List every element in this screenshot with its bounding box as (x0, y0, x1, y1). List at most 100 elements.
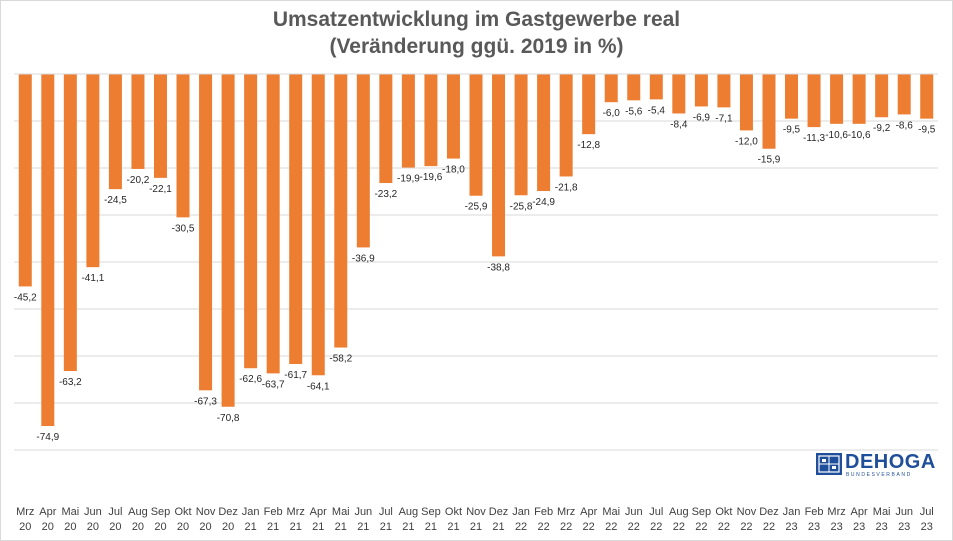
x-tick-month: Jul (379, 506, 393, 518)
x-tick-year: 22 (718, 521, 730, 533)
x-tick-month: Mrz (557, 506, 575, 518)
bar (537, 74, 551, 192)
x-tick-month: Feb (805, 506, 824, 518)
bar (221, 74, 235, 407)
x-tick-year: 22 (537, 521, 549, 533)
bar (18, 74, 32, 287)
data-label: -6,9 (693, 112, 711, 123)
bar (717, 74, 731, 108)
data-label: -24,5 (104, 195, 127, 206)
bar (424, 74, 438, 167)
data-label: -30,5 (172, 223, 195, 234)
x-tick-month: Jan (783, 506, 801, 518)
x-tick-month: Jul (649, 506, 663, 518)
data-label: -7,1 (715, 113, 733, 124)
dehoga-logo: DEHOGA BUNDESVERBAND (816, 451, 935, 481)
data-label: -62,6 (239, 374, 262, 385)
x-tick-month: Mai (873, 506, 891, 518)
x-tick-month: Apr (39, 506, 56, 518)
bar (311, 74, 325, 376)
bar (469, 74, 483, 196)
bar (199, 74, 213, 391)
data-label: -74,9 (36, 432, 59, 443)
chart-title: Umsatzentwicklung im Gastgewerbe real (V… (0, 6, 953, 60)
bar (627, 74, 641, 101)
data-label: -9,5 (783, 125, 801, 136)
x-tick-month: Mrz (827, 506, 845, 518)
bar (672, 74, 686, 114)
data-label: -11,3 (803, 133, 825, 144)
x-tick-year: 21 (335, 521, 347, 533)
bar (176, 74, 190, 218)
x-tick-year: 20 (132, 521, 144, 533)
x-tick-month: Aug (669, 506, 689, 518)
x-tick-month: Apr (310, 506, 327, 518)
x-tick-year: 23 (921, 521, 933, 533)
x-tick-year: 23 (898, 521, 910, 533)
x-tick-month: Sep (421, 506, 441, 518)
data-label: -67,3 (194, 396, 217, 407)
x-tick-month: Okt (445, 506, 462, 518)
data-label: -41,1 (81, 273, 104, 284)
x-tick-month: Jan (512, 506, 530, 518)
logo-name: DEHOGA (845, 451, 936, 473)
data-label: -22,1 (149, 184, 172, 195)
bar (739, 74, 753, 131)
bar (131, 74, 145, 169)
data-label: -45,2 (14, 292, 37, 303)
bar (604, 74, 618, 103)
bar (514, 74, 528, 196)
data-label: -25,9 (465, 202, 488, 213)
bar (807, 74, 821, 128)
x-tick-year: 20 (64, 521, 76, 533)
x-tick-year: 21 (402, 521, 414, 533)
x-tick-month: Dez (759, 506, 779, 518)
bar (334, 74, 348, 348)
data-label: -8,6 (896, 120, 914, 131)
bar (830, 74, 844, 124)
data-label: -25,8 (510, 201, 533, 212)
bar (446, 74, 460, 159)
data-label: -63,2 (59, 377, 82, 388)
x-tick-year: 23 (808, 521, 820, 533)
x-tick-month: Mai (332, 506, 350, 518)
x-tick-month: Dez (489, 506, 509, 518)
data-label: -64,1 (307, 381, 330, 392)
x-tick-month: Apr (580, 506, 597, 518)
x-tick-month: Dez (218, 506, 238, 518)
bar (108, 74, 122, 190)
x-tick-year: 22 (605, 521, 617, 533)
data-label: -38,8 (487, 262, 510, 273)
data-label: -20,2 (127, 175, 150, 186)
x-tick-month: Aug (399, 506, 419, 518)
data-label: -9,5 (918, 125, 936, 136)
x-tick-month: Aug (128, 506, 148, 518)
data-label: -24,9 (532, 197, 555, 208)
x-tick-year: 23 (830, 521, 842, 533)
x-tick-month: Okt (715, 506, 732, 518)
bar (86, 74, 100, 268)
x-tick-year: 20 (87, 521, 99, 533)
bar (559, 74, 573, 177)
x-tick-year: 22 (628, 521, 640, 533)
data-label: -10,6 (848, 130, 871, 141)
data-label: -63,7 (262, 379, 285, 390)
bar (153, 74, 167, 178)
x-tick-year: 23 (785, 521, 797, 533)
data-label: -36,9 (352, 253, 375, 264)
chart-title-line-2: (Veränderung ggü. 2019 in %) (329, 35, 624, 58)
x-tick-month: Nov (196, 506, 216, 518)
x-tick-year: 22 (515, 521, 527, 533)
bar (649, 74, 663, 100)
data-label: -12,8 (577, 140, 600, 151)
x-tick-month: Okt (174, 506, 191, 518)
x-tick-month: Jun (895, 506, 913, 518)
data-label: -10,6 (825, 130, 848, 141)
data-label: -6,0 (603, 108, 621, 119)
data-label: -61,7 (284, 370, 307, 381)
x-tick-year: 20 (109, 521, 121, 533)
data-label: -8,4 (670, 119, 688, 130)
x-tick-year: 20 (42, 521, 54, 533)
data-label: -18,0 (442, 165, 465, 176)
x-tick-year: 23 (853, 521, 865, 533)
